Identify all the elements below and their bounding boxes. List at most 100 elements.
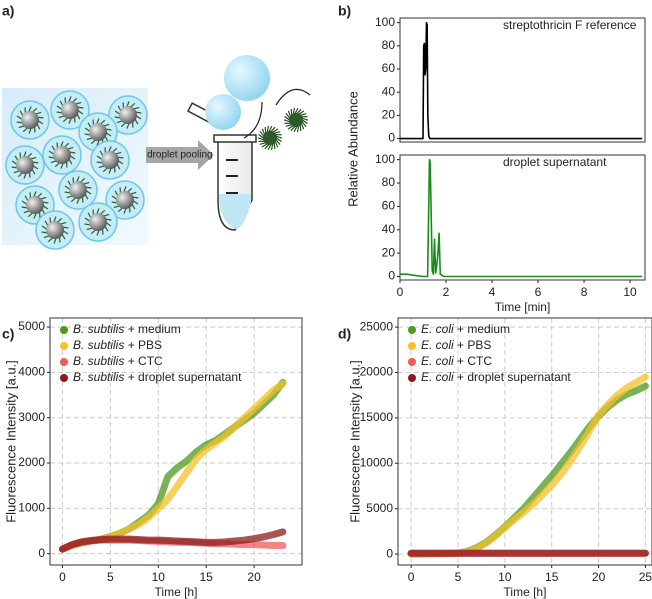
cell-spike: [296, 108, 302, 115]
legend-label: B. subtilis + medium: [73, 322, 181, 336]
cell: [289, 113, 303, 127]
cell-spike: [287, 110, 292, 117]
y-tick-label: 100: [375, 152, 395, 166]
legend-marker: [60, 342, 68, 350]
cell-spike: [285, 124, 292, 127]
x-tick-label: 20: [247, 570, 261, 584]
cell-spike: [300, 123, 305, 130]
plot-frame: [399, 154, 646, 281]
cell-spike: [283, 119, 291, 123]
cell-spike: [290, 125, 296, 132]
y-tick-label: 0: [386, 546, 393, 560]
y-tick-label: 20: [382, 108, 396, 122]
cell: [61, 101, 79, 119]
cell-spike: [275, 139, 281, 146]
cell: [89, 213, 107, 231]
cell: [89, 123, 107, 141]
x-tick-label: 0: [408, 570, 415, 584]
tube-rim: [213, 134, 257, 143]
legend-marker: [408, 326, 416, 334]
step-label: droplet pooling: [147, 150, 213, 161]
y-tick-label: 0: [388, 269, 395, 283]
droplet-diagram: droplet pooling: [2, 55, 311, 250]
cell-spike: [301, 117, 309, 121]
panel-label: a): [2, 3, 14, 19]
plot-frame: [49, 317, 303, 566]
x-tick-label: 10: [623, 285, 637, 299]
cell: [69, 181, 87, 199]
cell-spike: [274, 141, 279, 148]
y-tick-label: 2000: [18, 455, 45, 469]
legend-label: E. coli + medium: [421, 322, 510, 336]
cell: [46, 221, 64, 239]
y-tick-label: 60: [382, 61, 396, 75]
cell: [263, 131, 277, 145]
cell-spike: [268, 125, 273, 132]
legend-marker: [60, 326, 68, 334]
y-axis-label: Relative Abundance: [345, 91, 360, 207]
cell-spike: [259, 142, 266, 145]
legend-marker: [408, 342, 416, 350]
y-axis-label: Fluorescence Intensity [a.u.]: [3, 360, 18, 523]
cell-spike: [302, 119, 308, 125]
y-tick-label: 5000: [366, 501, 393, 515]
cell-spike: [272, 128, 279, 133]
plot-bg: [50, 318, 302, 565]
x-axis-label: Time [h]: [155, 585, 198, 599]
x-tick-label: 5: [455, 570, 462, 584]
legend-label: E. coli + PBS: [421, 338, 491, 352]
legend-marker: [60, 374, 68, 382]
y-tick-label: 4000: [18, 365, 45, 379]
x-axis-label: Time [h]: [504, 585, 547, 599]
x-tick-label: 8: [581, 285, 588, 299]
x-tick-label: 25: [639, 570, 652, 584]
legend-label: B. subtilis + CTC: [73, 354, 163, 368]
x-tick-label: 10: [152, 570, 166, 584]
cell-spike: [266, 125, 270, 133]
legend-marker: [408, 358, 416, 366]
x-tick-label: 5: [107, 570, 114, 584]
y-tick-label: 0: [388, 131, 395, 145]
cell-spike: [267, 144, 272, 151]
panel-label: b): [338, 3, 351, 19]
cell-spike: [276, 137, 282, 143]
annotation: droplet supernatant: [503, 155, 607, 169]
legend-marker: [408, 374, 416, 382]
cell-spike: [300, 113, 307, 116]
data-line: [399, 21, 643, 140]
annotation: streptothricin F reference: [503, 18, 637, 32]
cell: [16, 156, 34, 174]
y-tick-label: 100: [375, 15, 395, 29]
cell-spike: [285, 112, 291, 119]
cell: [119, 106, 137, 124]
arrow: [243, 101, 263, 139]
data-line: [58, 528, 287, 553]
cell-spike: [270, 143, 274, 151]
pooling-arrow: [146, 140, 214, 170]
cell-spike: [292, 107, 296, 115]
plot-frame: [397, 317, 652, 566]
cell-spike: [264, 126, 267, 134]
legend-label: B. subtilis + droplet supernatant: [73, 370, 242, 384]
panel-label: d): [338, 326, 351, 342]
legend-marker: [60, 358, 68, 366]
y-tick-label: 80: [382, 175, 396, 189]
plot-bg: [398, 318, 652, 565]
y-tick-label: 40: [382, 84, 396, 98]
cell-spike: [261, 128, 266, 135]
x-tick-label: 0: [397, 285, 404, 299]
cell-spike: [275, 135, 283, 139]
y-axis-label: Fluorescence Intensity [a.u.]: [347, 360, 362, 523]
legend-label: B. subtilis + PBS: [73, 338, 162, 352]
y-tick-label: 20000: [360, 365, 394, 379]
arrow: [275, 88, 311, 106]
cell: [101, 151, 119, 169]
cell-spike: [296, 125, 300, 133]
cell-spike: [299, 124, 302, 132]
cell: [116, 191, 134, 209]
bubble: [224, 55, 270, 101]
cell: [26, 196, 44, 214]
legend-label: E. coli + CTC: [421, 354, 492, 368]
legend-label: E. coli + droplet supernatant: [421, 370, 571, 384]
cell-spike: [270, 126, 276, 133]
